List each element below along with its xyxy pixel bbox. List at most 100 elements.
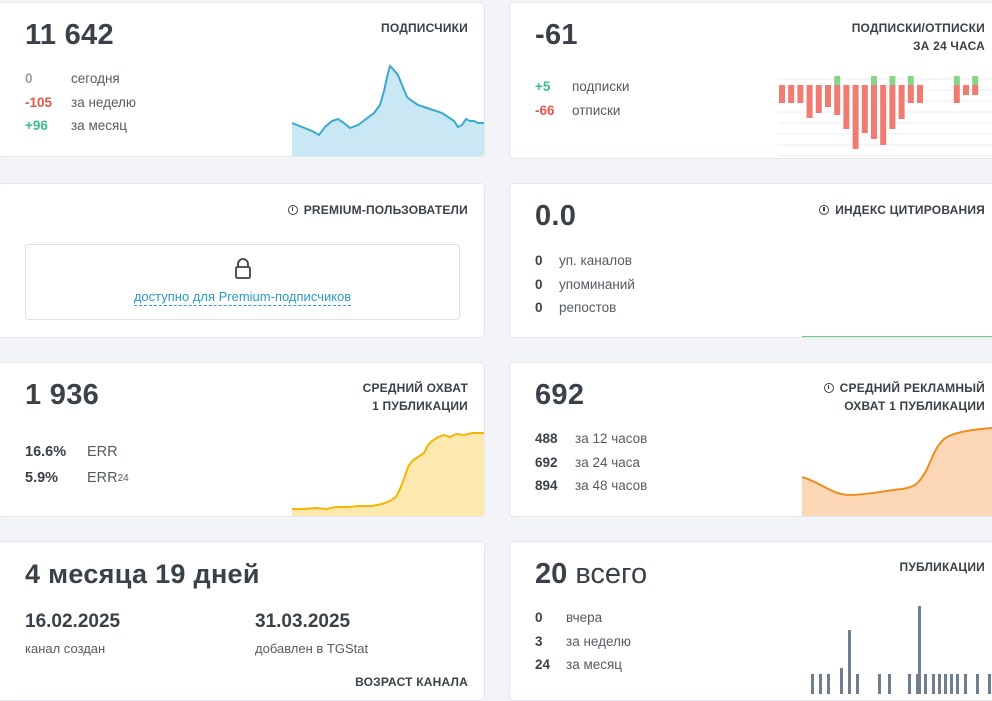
publication-bar: [976, 674, 979, 694]
ad-reach-sparkline[interactable]: [802, 427, 992, 517]
publication-bar: [956, 674, 959, 694]
citation-index-total: 0.0: [535, 200, 577, 232]
unsubscribe-bar: [907, 85, 914, 103]
total-number: 20: [535, 558, 568, 590]
stat-value: 5.9%: [25, 470, 59, 486]
sparkline-line: [292, 432, 484, 511]
stat-subscribed: +5 подписки: [535, 79, 629, 94]
unsubscribe-bar: [963, 85, 969, 95]
stat-reposts: 0 репостов: [535, 300, 616, 315]
subs-unsubs-card[interactable]: -61 ПОДПИСКИ/ОТПИСКИ ЗА 24 ЧАСА +5 подпи…: [509, 2, 992, 159]
subscribe-bar: [953, 76, 960, 85]
premium-link[interactable]: доступно для Premium-подписчиков: [26, 289, 459, 306]
subscribers-card[interactable]: 11 642 ПОДПИСЧИКИ 0 сегодня -105 за неде…: [0, 2, 485, 157]
publication-bar: [932, 674, 935, 694]
publications-total: 20 всего: [535, 558, 647, 591]
subs-unsubs-bar-chart[interactable]: [778, 69, 992, 159]
publication-bar: [918, 606, 921, 694]
subscribe-bar: [907, 76, 914, 85]
stat-value: 16.6%: [25, 444, 67, 460]
publications-card[interactable]: 20 всего ПУБЛИКАЦИИ 0 вчера 3 за неделю …: [509, 541, 992, 701]
publication-bar: [840, 668, 843, 694]
stat-label: отписки: [572, 103, 621, 118]
stat-label: за неделю: [566, 634, 632, 649]
stat-12h: 488 за 12 часов: [535, 431, 647, 446]
stat-label: за месяц: [566, 657, 623, 672]
added-date: 31.03.2025: [255, 611, 351, 632]
premium-users-card[interactable]: PREMIUM-ПОЛЬЗОВАТЕЛИ доступно для Premiu…: [0, 183, 485, 338]
publication-bar: [938, 674, 941, 694]
stat-label: уп. каналов: [559, 253, 632, 268]
stat-value: 0: [535, 277, 543, 292]
info-icon[interactable]: [819, 205, 830, 215]
caption-line: ПОДПИСКИ/ОТПИСКИ: [851, 21, 985, 35]
info-icon[interactable]: [823, 383, 834, 393]
sparkline-line: [802, 427, 992, 497]
ad-reach-total: 692: [535, 379, 585, 411]
avg-reach-sparkline[interactable]: [292, 431, 485, 517]
stat-label: репостов: [559, 300, 617, 315]
stat-value: 24: [535, 657, 551, 672]
stat-err24: 5.9% ERR 24: [25, 470, 129, 486]
publication-bar: [819, 674, 822, 694]
stat-value: 0: [535, 610, 543, 625]
citation-index-card[interactable]: 0.0 ИНДЕКС ЦИТИРОВАНИЯ 0 уп. каналов 0 у…: [509, 183, 992, 338]
channel-age-card[interactable]: 4 месяца 19 дней 16.02.2025 канал создан…: [0, 541, 485, 701]
subscribe-bar: [834, 76, 841, 85]
publication-bar: [888, 674, 891, 694]
ad-reach-caption: СРЕДНИЙ РЕКЛАМНЫЙ ОХВАТ 1 ПУБЛИКАЦИИ: [823, 379, 985, 415]
added-label: добавлен в TGStat: [255, 641, 369, 656]
stat-value: -105: [25, 95, 53, 110]
unsubscribe-bar: [788, 85, 795, 103]
stat-month: 24 за месяц: [535, 657, 622, 672]
caption-text: СРЕДНИЙ РЕКЛАМНЫЙ: [839, 381, 985, 395]
caption-line: СРЕДНИЙ ОХВАТ: [362, 381, 468, 395]
citation-index-sparkline[interactable]: [802, 335, 992, 338]
stat-value: 692: [535, 455, 558, 470]
stat-label: ERR: [87, 444, 118, 460]
unsubscribe-bar: [861, 85, 868, 133]
stat-unsubscribed: -66 отписки: [535, 103, 620, 118]
stat-mentions: 0 упоминаний: [535, 277, 635, 292]
bars: [779, 76, 979, 149]
stat-value: 894: [535, 478, 558, 493]
stat-label: за неделю: [71, 95, 137, 110]
unsubscribe-bar: [917, 85, 923, 103]
stat-today: 0 сегодня: [25, 71, 120, 86]
avg-reach-card[interactable]: 1 936 СРЕДНИЙ ОХВАТ 1 ПУБЛИКАЦИИ 16.6% E…: [0, 362, 485, 517]
stat-month: +96 за месяц: [25, 118, 127, 133]
stat-err: 16.6% ERR: [25, 444, 118, 460]
stat-label: подписки: [572, 79, 630, 94]
publications-bar-chart[interactable]: [802, 604, 992, 694]
unsubscribe-bar: [889, 85, 896, 129]
subs-unsubs-caption: ПОДПИСКИ/ОТПИСКИ ЗА 24 ЧАСА: [852, 19, 985, 55]
stat-yesterday: 0 вчера: [535, 610, 602, 625]
publication-bar: [908, 674, 911, 694]
unsubscribe-bar: [806, 85, 813, 118]
premium-link-text[interactable]: доступно для Premium-подписчиков: [133, 289, 352, 306]
sparkline-area: [802, 428, 992, 516]
caption-text: PREMIUM-ПОЛЬЗОВАТЕЛИ: [303, 203, 468, 217]
stat-label: упоминаний: [559, 277, 635, 292]
lock-icon: [235, 258, 251, 279]
subscribers-caption: ПОДПИСЧИКИ: [381, 21, 468, 35]
sparkline-area: [292, 433, 484, 516]
subscribers-sparkline[interactable]: [292, 61, 485, 157]
stat-week: -105 за неделю: [25, 95, 136, 110]
publication-bar: [988, 674, 991, 694]
caption-line: 1 ПУБЛИКАЦИИ: [372, 399, 468, 413]
publication-bar: [916, 674, 919, 694]
created-date: 16.02.2025: [25, 611, 121, 632]
subscribe-bar: [871, 76, 877, 85]
info-icon[interactable]: [287, 205, 298, 215]
stat-label: за месяц: [71, 118, 128, 133]
unsubscribe-bar: [972, 85, 979, 95]
publication-bar: [811, 674, 814, 694]
stat-value: +5: [535, 79, 551, 94]
stat-value: -66: [535, 103, 555, 118]
unsubscribe-bar: [880, 85, 887, 145]
stat-label: ERR: [87, 470, 118, 486]
publication-bar: [848, 630, 851, 694]
ad-reach-card[interactable]: 692 СРЕДНИЙ РЕКЛАМНЫЙ ОХВАТ 1 ПУБЛИКАЦИИ…: [509, 362, 992, 517]
subs-unsubs-total: -61: [535, 19, 578, 51]
